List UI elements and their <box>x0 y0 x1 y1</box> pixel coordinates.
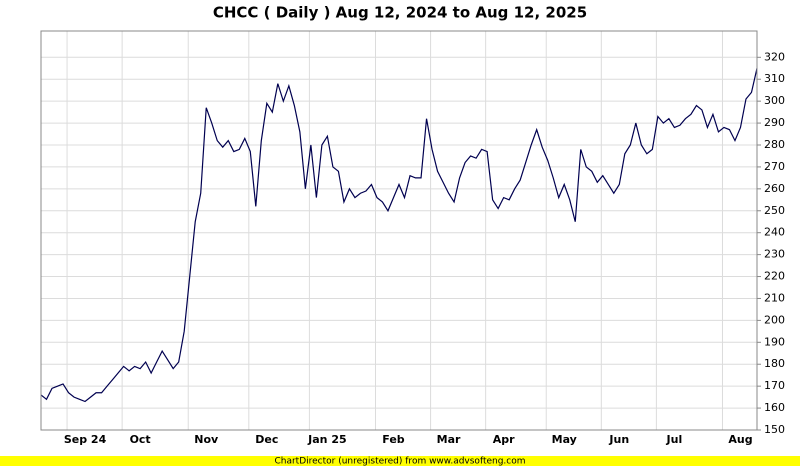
plot-border <box>40 30 758 431</box>
y-tick-label: 280 <box>764 138 785 151</box>
y-tick-label: 170 <box>764 379 785 392</box>
price-line <box>40 68 758 403</box>
x-tick-label: Oct <box>130 433 151 446</box>
y-tick-label: 250 <box>764 204 785 217</box>
y-tick-label: 270 <box>764 160 785 173</box>
y-tick-label: 240 <box>764 226 785 239</box>
x-tick-label: Jun <box>608 433 629 446</box>
x-tick-label: Feb <box>382 433 405 446</box>
y-tick-label: 180 <box>764 357 785 370</box>
x-tick-label: Aug <box>728 433 752 446</box>
chart-title: CHCC ( Daily ) Aug 12, 2024 to Aug 12, 2… <box>213 4 587 22</box>
y-tick-label: 260 <box>764 182 785 195</box>
y-tick-label: 160 <box>764 401 785 414</box>
x-tick-label: Dec <box>255 433 278 446</box>
y-tick-label: 230 <box>764 248 785 261</box>
x-tick-label: Jan 25 <box>307 433 346 446</box>
y-tick-label: 210 <box>764 291 785 304</box>
y-tick-label: 200 <box>764 313 785 326</box>
x-tick-label: May <box>552 433 577 446</box>
x-tick-label: Mar <box>437 433 461 446</box>
x-tick-label: Nov <box>194 433 219 446</box>
y-tick-label: 190 <box>764 335 785 348</box>
y-tick-label: 310 <box>764 72 785 85</box>
y-tick-label: 320 <box>764 50 785 63</box>
y-tick-label: 300 <box>764 94 785 107</box>
x-tick-label: Jul <box>666 433 683 446</box>
footer-band <box>0 456 800 466</box>
x-tick-label: Apr <box>493 433 515 446</box>
y-tick-label: 220 <box>764 270 785 283</box>
y-tick-label: 150 <box>764 423 785 436</box>
footer: ChartDirector (unregistered) from www.ad… <box>274 457 525 466</box>
x-tick-label: Sep 24 <box>64 433 107 446</box>
y-tick-label: 290 <box>764 116 785 129</box>
